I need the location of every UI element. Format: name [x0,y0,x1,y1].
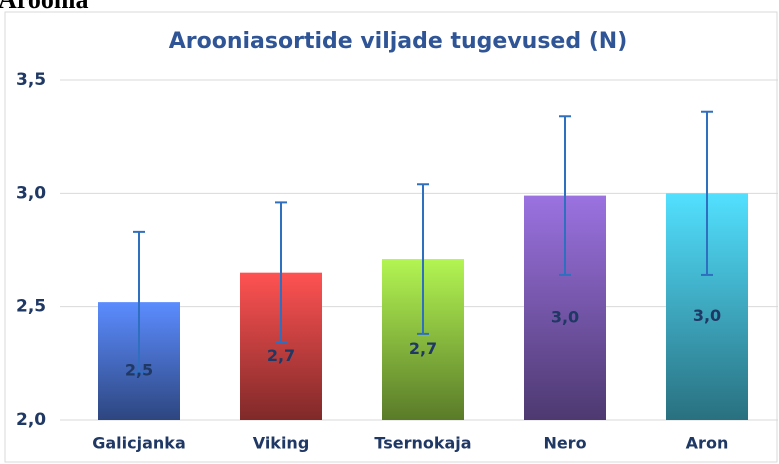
x-tick-label: Tsernokaja [374,434,471,453]
x-tick-label: Aron [686,434,729,453]
value-label: 3,0 [551,307,579,326]
value-label: 3,0 [693,306,721,325]
x-tick-label: Nero [543,434,586,453]
y-tick-label: 3,0 [16,183,46,203]
value-label: 2,5 [125,361,153,380]
chart-frame [4,11,778,463]
heading: Aroonia [0,0,89,14]
value-label: 2,7 [409,339,437,358]
y-tick-label: 3,5 [16,70,46,90]
x-tick-label: Galicjanka [92,434,186,453]
value-label: 2,7 [267,346,295,365]
y-tick-label: 2,0 [16,410,46,430]
x-tick-label: Viking [253,434,310,453]
chart-title: Arooniasortide viljade tugevused (N) [169,29,628,54]
y-tick-label: 2,5 [16,297,46,317]
